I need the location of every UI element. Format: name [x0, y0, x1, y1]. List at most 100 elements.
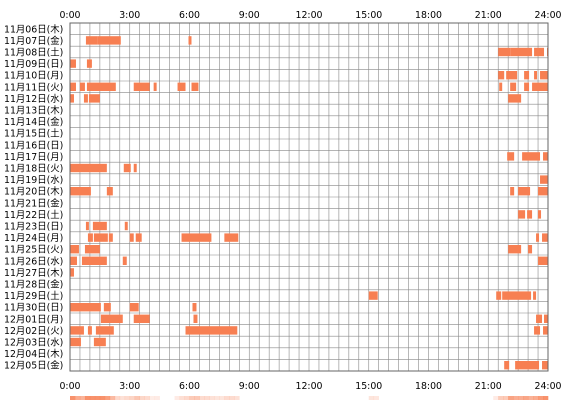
- x-tick-label-top: 6:00: [179, 10, 200, 21]
- activity-bar: [538, 256, 548, 265]
- activity-bar: [538, 210, 542, 219]
- summary-cell: [538, 396, 544, 400]
- summary-cell: [114, 396, 121, 400]
- row-label: 11月09日(日): [4, 59, 63, 70]
- summary-cell: [94, 396, 101, 400]
- activity-bar: [103, 303, 111, 312]
- activity-bar: [93, 233, 108, 242]
- activity-bar: [85, 221, 89, 231]
- activity-bar: [92, 221, 107, 231]
- summary-cell: [373, 396, 380, 400]
- activity-bar: [70, 337, 81, 347]
- row-label: 11月12日(水): [4, 93, 63, 105]
- x-tick-label-top: 0:00: [59, 10, 80, 21]
- activity-bar: [507, 152, 515, 161]
- summary-cell: [70, 396, 76, 400]
- activity-bar: [153, 82, 157, 91]
- activity-bar: [504, 361, 510, 370]
- summary-cell: [229, 396, 235, 400]
- row-label: 11月10日(月): [4, 71, 63, 82]
- summary-cell: [179, 396, 185, 400]
- x-tick-label-bottom: 0:00: [59, 381, 80, 392]
- activity-bar: [87, 233, 93, 242]
- summary-cell: [528, 396, 534, 400]
- activity-bar: [70, 82, 76, 91]
- row-label: 11月25日(火): [4, 245, 63, 256]
- x-tick-label-bottom: 9:00: [239, 381, 260, 392]
- row-label: 11月08日(土): [4, 47, 63, 59]
- row-label: 11月29日(土): [4, 290, 63, 302]
- activity-bar: [542, 233, 548, 242]
- activity-bar: [135, 233, 142, 242]
- activity-bar: [185, 326, 238, 335]
- summary-cell: [104, 396, 111, 400]
- summary-cell: [74, 396, 81, 400]
- activity-bar: [70, 268, 74, 277]
- activity-bar: [536, 314, 543, 323]
- activity-bar: [496, 291, 502, 300]
- activity-bar: [87, 326, 92, 335]
- activity-bar: [533, 291, 537, 300]
- activity-bar: [70, 256, 77, 265]
- row-label: 12月04日(木): [4, 348, 63, 360]
- row-label: 11月26日(水): [4, 255, 63, 267]
- activity-bar: [536, 233, 540, 242]
- activity-bar: [70, 94, 74, 103]
- activity-bar: [508, 245, 522, 254]
- summary-cell: [99, 396, 106, 400]
- activity-bar: [95, 326, 114, 335]
- activity-bar: [123, 163, 131, 173]
- activity-bar: [510, 187, 515, 196]
- activity-bar: [70, 303, 101, 312]
- activity-bar: [528, 245, 533, 254]
- row-label: 11月16日(日): [4, 140, 63, 151]
- summary-cell: [109, 396, 116, 400]
- activity-bar: [534, 326, 541, 335]
- summary-cell: [219, 396, 225, 400]
- summary-cell: [119, 396, 126, 400]
- activity-bar: [70, 163, 107, 173]
- activity-bar: [515, 361, 540, 370]
- row-label: 12月03日(水): [4, 337, 63, 349]
- activity-bar: [84, 245, 100, 254]
- activity-bar: [177, 82, 186, 91]
- activity-bar: [498, 47, 511, 57]
- summary-cell: [493, 396, 499, 400]
- summary-cell: [154, 396, 160, 400]
- activity-bar: [502, 291, 532, 300]
- row-label: 11月27日(木): [4, 267, 63, 279]
- row-label: 12月02日(火): [4, 326, 63, 337]
- activity-bar: [81, 256, 107, 265]
- summary-cell: [523, 396, 529, 400]
- activity-bar: [133, 314, 150, 323]
- x-tick-label-bottom: 6:00: [179, 381, 200, 392]
- row-label: 11月23日(日): [4, 222, 63, 233]
- activity-bar: [508, 94, 522, 103]
- activity-bar: [100, 314, 123, 323]
- x-tick-label-bottom: 18:00: [415, 381, 442, 392]
- summary-cell: [368, 396, 375, 400]
- x-tick-label-bottom: 21:00: [475, 381, 502, 392]
- summary-cell: [518, 396, 524, 400]
- row-label: 11月13日(木): [4, 105, 63, 117]
- activity-bar: [498, 71, 505, 80]
- summary-cell: [174, 396, 180, 400]
- row-label: 11月30日(日): [4, 303, 63, 314]
- activity-bar: [192, 303, 197, 312]
- activity-bar: [79, 82, 85, 91]
- x-tick-label-top: 24:00: [534, 10, 561, 21]
- x-tick-label-bottom: 15:00: [355, 381, 382, 392]
- x-tick-label-top: 3:00: [119, 10, 140, 21]
- activity-bar: [70, 59, 76, 68]
- row-label: 11月15日(土): [4, 128, 63, 140]
- row-label: 11月07日(金): [4, 35, 63, 47]
- activity-bar: [191, 82, 199, 91]
- summary-cell: [84, 396, 91, 400]
- activity-bar: [108, 233, 113, 242]
- summary-cell: [124, 396, 131, 400]
- row-label: 11月20日(木): [4, 186, 63, 198]
- summary-cell: [129, 396, 136, 400]
- summary-cell: [144, 396, 150, 400]
- activity-bar: [518, 187, 531, 196]
